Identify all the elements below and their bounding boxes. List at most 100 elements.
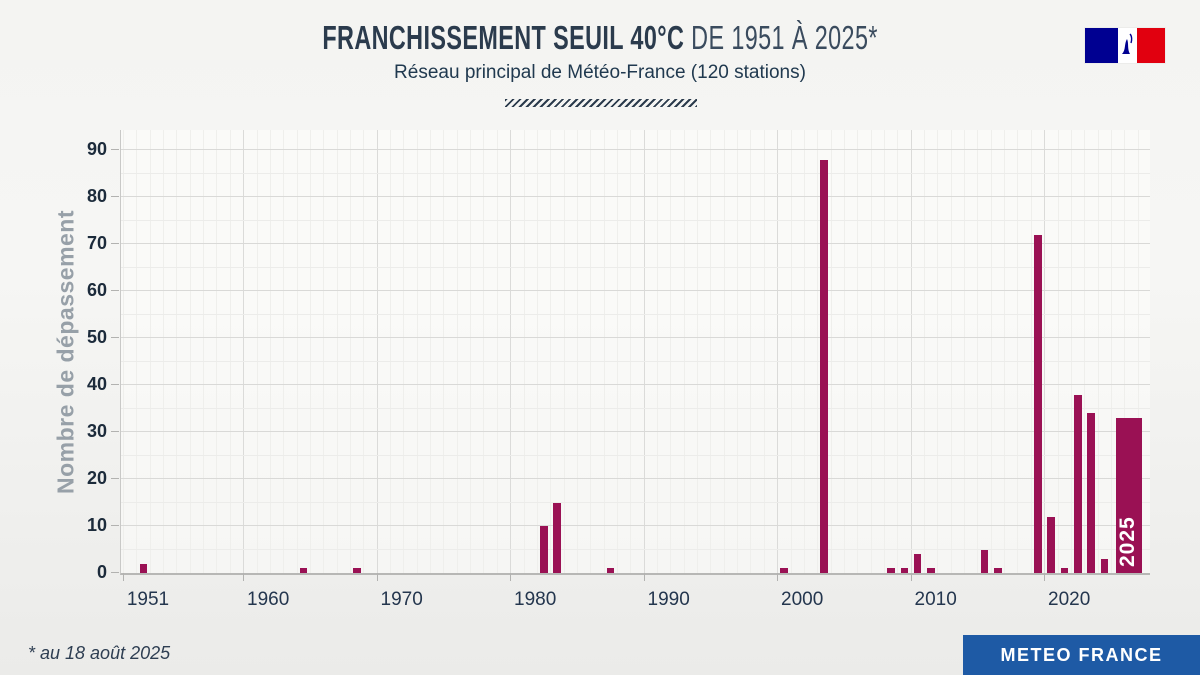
gridline-value-50 bbox=[121, 337, 1150, 339]
bar-2022 bbox=[1074, 394, 1082, 573]
gridline-year-1975 bbox=[443, 130, 445, 573]
bar-2025: 2025 bbox=[1115, 418, 1142, 573]
y-tick-label-70: 70 bbox=[86, 233, 107, 254]
x-tick-mark-1990 bbox=[643, 573, 645, 581]
gridline-value-30 bbox=[121, 431, 1150, 433]
gridline-year-1970 bbox=[376, 130, 378, 573]
page-title-main: FRANCHISSEMENT SEUIL 40°C bbox=[322, 19, 685, 57]
meteo-france-badge-label: METEO FRANCE bbox=[1000, 644, 1163, 665]
flag-red-panel bbox=[1137, 28, 1165, 63]
gridline-year-2023 bbox=[1084, 130, 1086, 573]
gridline-year-2026 bbox=[1124, 130, 1126, 573]
y-tick-label-20: 20 bbox=[86, 468, 107, 489]
gridline-year-1952 bbox=[136, 130, 138, 573]
gridline-year-2003 bbox=[817, 130, 819, 573]
y-tick-mark-0 bbox=[111, 572, 119, 573]
gridline-year-2006 bbox=[857, 130, 859, 573]
bar-1983 bbox=[553, 502, 561, 573]
gridline-value-40 bbox=[121, 384, 1150, 386]
y-tick-mark-80 bbox=[111, 196, 119, 198]
meteo-france-badge: METEO FRANCE bbox=[963, 635, 1200, 675]
gridline-year-1960 bbox=[243, 130, 245, 573]
y-tick-label-90: 90 bbox=[86, 139, 107, 160]
gridline-year-1962 bbox=[269, 130, 271, 573]
y-tick-label-10: 10 bbox=[86, 515, 107, 536]
bar-2003 bbox=[820, 159, 828, 573]
x-tick-mark-1960 bbox=[243, 573, 245, 581]
y-tick-label-30: 30 bbox=[86, 421, 107, 442]
x-tick-label-1980: 1980 bbox=[514, 589, 557, 610]
flag-blue-panel bbox=[1085, 28, 1118, 63]
gridline-year-2011 bbox=[924, 130, 925, 573]
bar-chart-plot-area: 0 10 20 30 40 50 60 70 80 90 1951 1960 1970 1980 1990 2… bbox=[87, 130, 1150, 610]
gridline-value-60 bbox=[121, 290, 1150, 292]
gridline-year-1996 bbox=[723, 130, 725, 573]
y-tick-mark-60 bbox=[111, 290, 119, 292]
x-tick-label-1970: 1970 bbox=[380, 589, 423, 610]
y-tick-mark-40 bbox=[111, 384, 119, 386]
gridline-year-1951 bbox=[123, 130, 124, 573]
gridline-year-1991 bbox=[657, 130, 658, 573]
gridline-year-2008 bbox=[883, 130, 885, 573]
gridline-year-1980 bbox=[510, 130, 512, 573]
page-subtitle: Réseau principal de Météo-France (120 st… bbox=[394, 62, 806, 83]
gridline-year-1988 bbox=[616, 130, 618, 573]
gridline-year-2018 bbox=[1017, 130, 1019, 573]
y-tick-label-40: 40 bbox=[86, 374, 107, 395]
gridline-year-1963 bbox=[283, 130, 285, 573]
gridline-year-1957 bbox=[203, 130, 205, 573]
gridline-year-2019 bbox=[1030, 130, 1032, 573]
gridline-year-1969 bbox=[363, 130, 365, 573]
gridline-year-2014 bbox=[964, 130, 966, 573]
x-tick-label-1960: 1960 bbox=[247, 589, 290, 610]
gridline-value-5 bbox=[121, 548, 1150, 550]
gridline-year-1973 bbox=[416, 130, 418, 573]
footnote: * au 18 août 2025 bbox=[28, 643, 171, 663]
gridline-year-2007 bbox=[870, 130, 872, 573]
gridline-year-2016 bbox=[990, 130, 992, 573]
bar-2000 bbox=[780, 568, 788, 573]
bar-1987 bbox=[606, 568, 615, 573]
y-tick-mark-90 bbox=[111, 149, 119, 151]
gridline-year-1982 bbox=[536, 130, 538, 573]
gridline-value-65 bbox=[121, 266, 1150, 268]
gridline-value-75 bbox=[121, 219, 1150, 221]
gridline-year-1966 bbox=[323, 130, 325, 573]
gridline-year-2010 bbox=[910, 130, 912, 573]
gridline-year-1979 bbox=[496, 130, 498, 573]
gridline-year-1978 bbox=[483, 130, 485, 573]
gridline-year-1999 bbox=[763, 130, 765, 573]
gridline-year-2009 bbox=[897, 130, 899, 573]
bar-1964 bbox=[299, 568, 308, 573]
gridline-year-1986 bbox=[590, 130, 592, 573]
gridline-year-1994 bbox=[697, 130, 699, 573]
gridline-year-2001 bbox=[790, 130, 792, 573]
bar-2021 bbox=[1060, 568, 1069, 573]
gridline-value-35 bbox=[121, 407, 1150, 409]
gridline-year-1985 bbox=[576, 130, 578, 573]
gridline-year-2025 bbox=[1110, 130, 1112, 573]
bar-2023 bbox=[1087, 413, 1095, 573]
french-republic-logo bbox=[1085, 28, 1165, 63]
x-tick-mark-2020 bbox=[1044, 573, 1046, 581]
page-title: FRANCHISSEMENT SEUIL 40°C DE 1951 À 2025… bbox=[0, 19, 1200, 57]
gridline-year-2002 bbox=[803, 130, 805, 573]
gridline-year-1981 bbox=[523, 130, 525, 573]
y-tick-label-0: 0 bbox=[96, 562, 107, 582]
gridline-year-1995 bbox=[710, 130, 712, 573]
marianne-icon bbox=[1118, 28, 1137, 63]
gridline-year-1965 bbox=[309, 130, 311, 573]
gridline-year-2022 bbox=[1070, 130, 1072, 573]
x-tick-mark-1951 bbox=[123, 573, 124, 581]
gridline-year-1983 bbox=[550, 130, 552, 573]
gridline-year-2000 bbox=[777, 130, 779, 573]
gridline-year-1976 bbox=[456, 130, 458, 573]
gridline-value-25 bbox=[121, 454, 1150, 456]
x-tick-label-1951: 1951 bbox=[126, 589, 170, 610]
gridline-year-1958 bbox=[216, 130, 218, 573]
page-title-range: DE 1951 À 2025* bbox=[684, 19, 878, 57]
highlight-year-label: 2025 bbox=[1115, 516, 1139, 567]
bar-2016 bbox=[994, 568, 1002, 573]
gridline-year-2013 bbox=[950, 130, 952, 573]
gridline-year-2015 bbox=[977, 130, 979, 573]
